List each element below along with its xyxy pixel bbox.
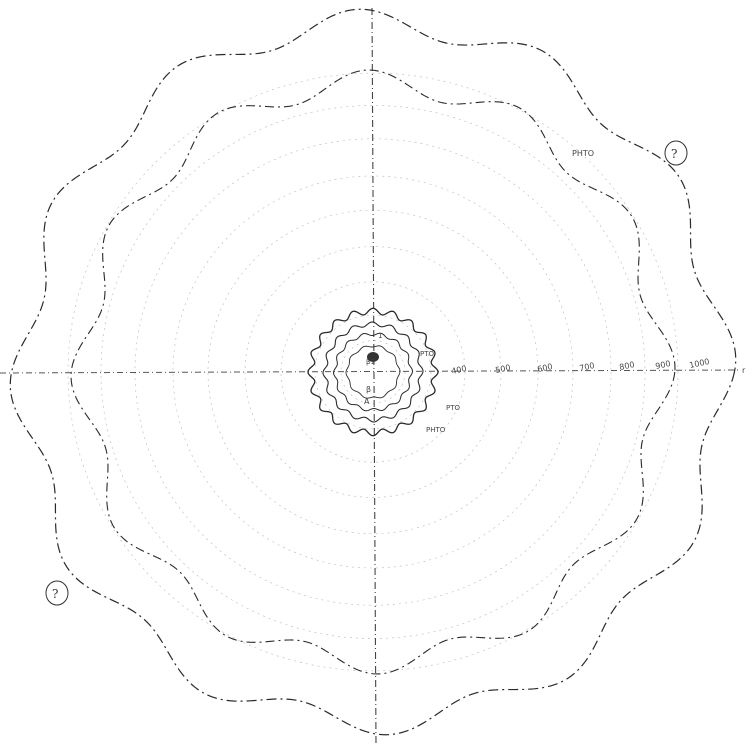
faint-ring-4	[244, 246, 502, 498]
faint-ring-9	[67, 72, 679, 672]
core-ring-1	[322, 321, 424, 423]
faint-ring-6	[172, 175, 574, 569]
inner-label-bottom: PHTO	[426, 426, 446, 434]
axis-value-900: 900	[655, 359, 672, 371]
core-ring-2	[333, 332, 413, 412]
vertical-axis	[371, 7, 377, 746]
axis-value-600: 600	[537, 362, 554, 374]
axis-end-label: r	[742, 366, 746, 375]
marker-lower-left-text: ?	[52, 587, 58, 601]
center-glyph: β	[366, 385, 371, 394]
marker-upper-right-text: ?	[671, 147, 677, 161]
axis-value-800: 800	[619, 360, 636, 372]
axis-value-500: 500	[495, 363, 512, 375]
inner-label-left: PTO	[420, 350, 434, 358]
faint-ring-8	[100, 105, 646, 639]
labels-group: 400 500 600 700 800 900 1000 r PHTO PTO …	[45, 140, 746, 606]
faint-ring-2	[314, 314, 432, 430]
axis-value-700: 700	[579, 361, 596, 373]
center-glyph-2: β1	[366, 358, 375, 366]
contour-label: PHTO	[572, 149, 594, 158]
inner-label-top: 1	[378, 332, 382, 340]
center-glyph-3: A	[364, 397, 370, 406]
inner-label-right: PTO	[446, 404, 460, 412]
faint-ring-3	[280, 281, 466, 463]
faint-ring-1	[340, 340, 406, 404]
axes-group	[0, 7, 741, 746]
marker-upper-right: ?	[664, 140, 688, 166]
second-wavy-contour	[70, 69, 676, 675]
axis-value-1000: 1000	[689, 357, 711, 370]
faint-ring-5	[207, 210, 539, 534]
marker-lower-left: ?	[45, 580, 69, 606]
wavy-contours-group	[9, 8, 737, 736]
horizontal-axis	[0, 369, 741, 374]
inner-wavy-contour	[307, 307, 439, 437]
outer-wavy-contour	[9, 8, 737, 736]
core-nucleus	[367, 352, 379, 362]
core-ring-3	[345, 345, 401, 399]
axis-value-400: 400	[451, 364, 468, 376]
central-core-group	[322, 321, 424, 423]
